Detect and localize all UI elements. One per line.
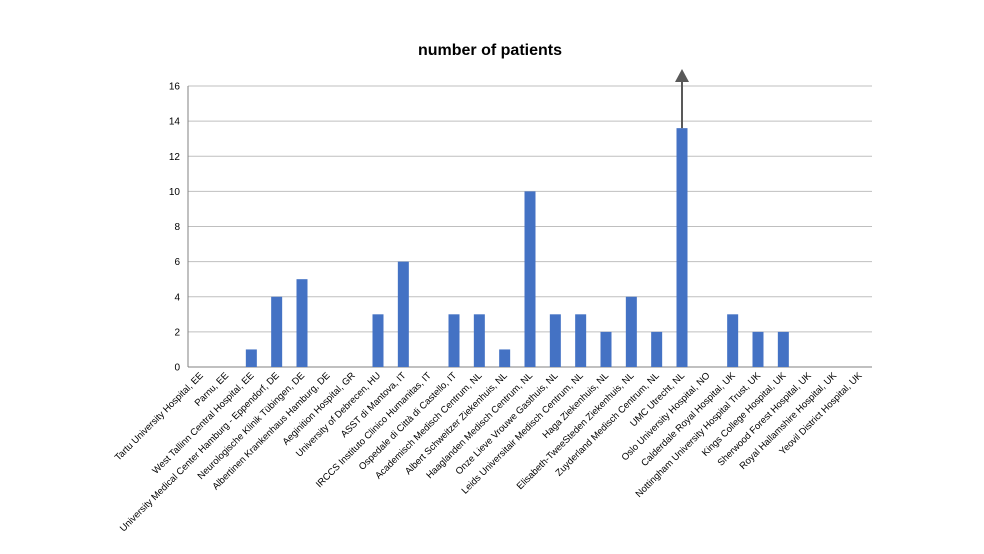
bar (271, 296, 283, 367)
y-tick-label: 10 (169, 187, 181, 198)
bar (625, 296, 637, 367)
arrow-up-icon (675, 69, 689, 82)
bar (448, 314, 460, 367)
bar (752, 331, 764, 367)
y-tick-label: 6 (174, 257, 180, 268)
bar (676, 128, 688, 367)
bar (600, 331, 612, 367)
y-tick-label: 12 (169, 152, 181, 163)
y-tick-label: 2 (174, 327, 180, 338)
bar (727, 314, 739, 367)
bar (473, 314, 485, 367)
bar (397, 261, 409, 367)
y-tick-label: 14 (169, 117, 181, 128)
annotations (675, 69, 689, 129)
x-tick-label: Elisabeth-TweeSteden Ziekenhuis, NL (515, 370, 637, 492)
chart-title: number of patients (418, 42, 562, 59)
bar (524, 191, 536, 367)
bar (245, 349, 257, 367)
bar (651, 331, 663, 367)
y-tick-label: 0 (174, 363, 180, 374)
y-tick-label: 4 (174, 292, 180, 303)
bar (296, 279, 308, 367)
x-tick-label: Tartu University Hospital, EE (113, 370, 206, 463)
bar (777, 331, 789, 367)
bar (372, 314, 384, 367)
bar (575, 314, 587, 367)
y-tick-label: 8 (174, 222, 180, 233)
y-axis-ticks: 0 2 4 6 8 10 12 14 16 (169, 82, 181, 374)
bar (499, 349, 511, 367)
bars (245, 128, 789, 367)
y-tick-label: 16 (169, 82, 181, 93)
bar (549, 314, 561, 367)
